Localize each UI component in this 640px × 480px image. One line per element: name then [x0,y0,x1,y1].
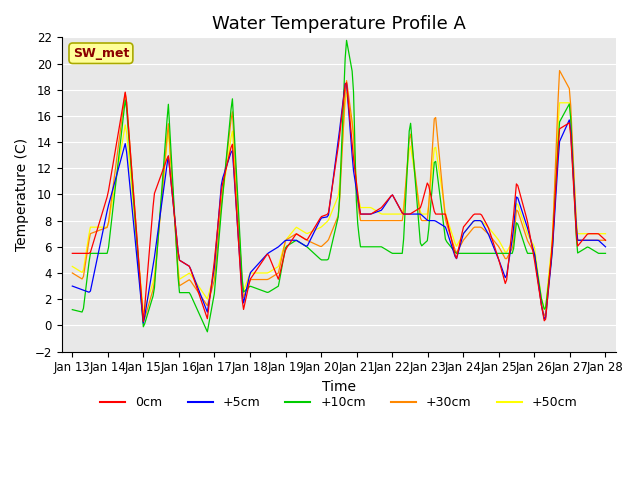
Text: SW_met: SW_met [73,47,129,60]
Title: Water Temperature Profile A: Water Temperature Profile A [212,15,466,33]
Legend: 0cm, +5cm, +10cm, +30cm, +50cm: 0cm, +5cm, +10cm, +30cm, +50cm [95,391,582,414]
Y-axis label: Temperature (C): Temperature (C) [15,138,29,251]
X-axis label: Time: Time [322,380,356,394]
